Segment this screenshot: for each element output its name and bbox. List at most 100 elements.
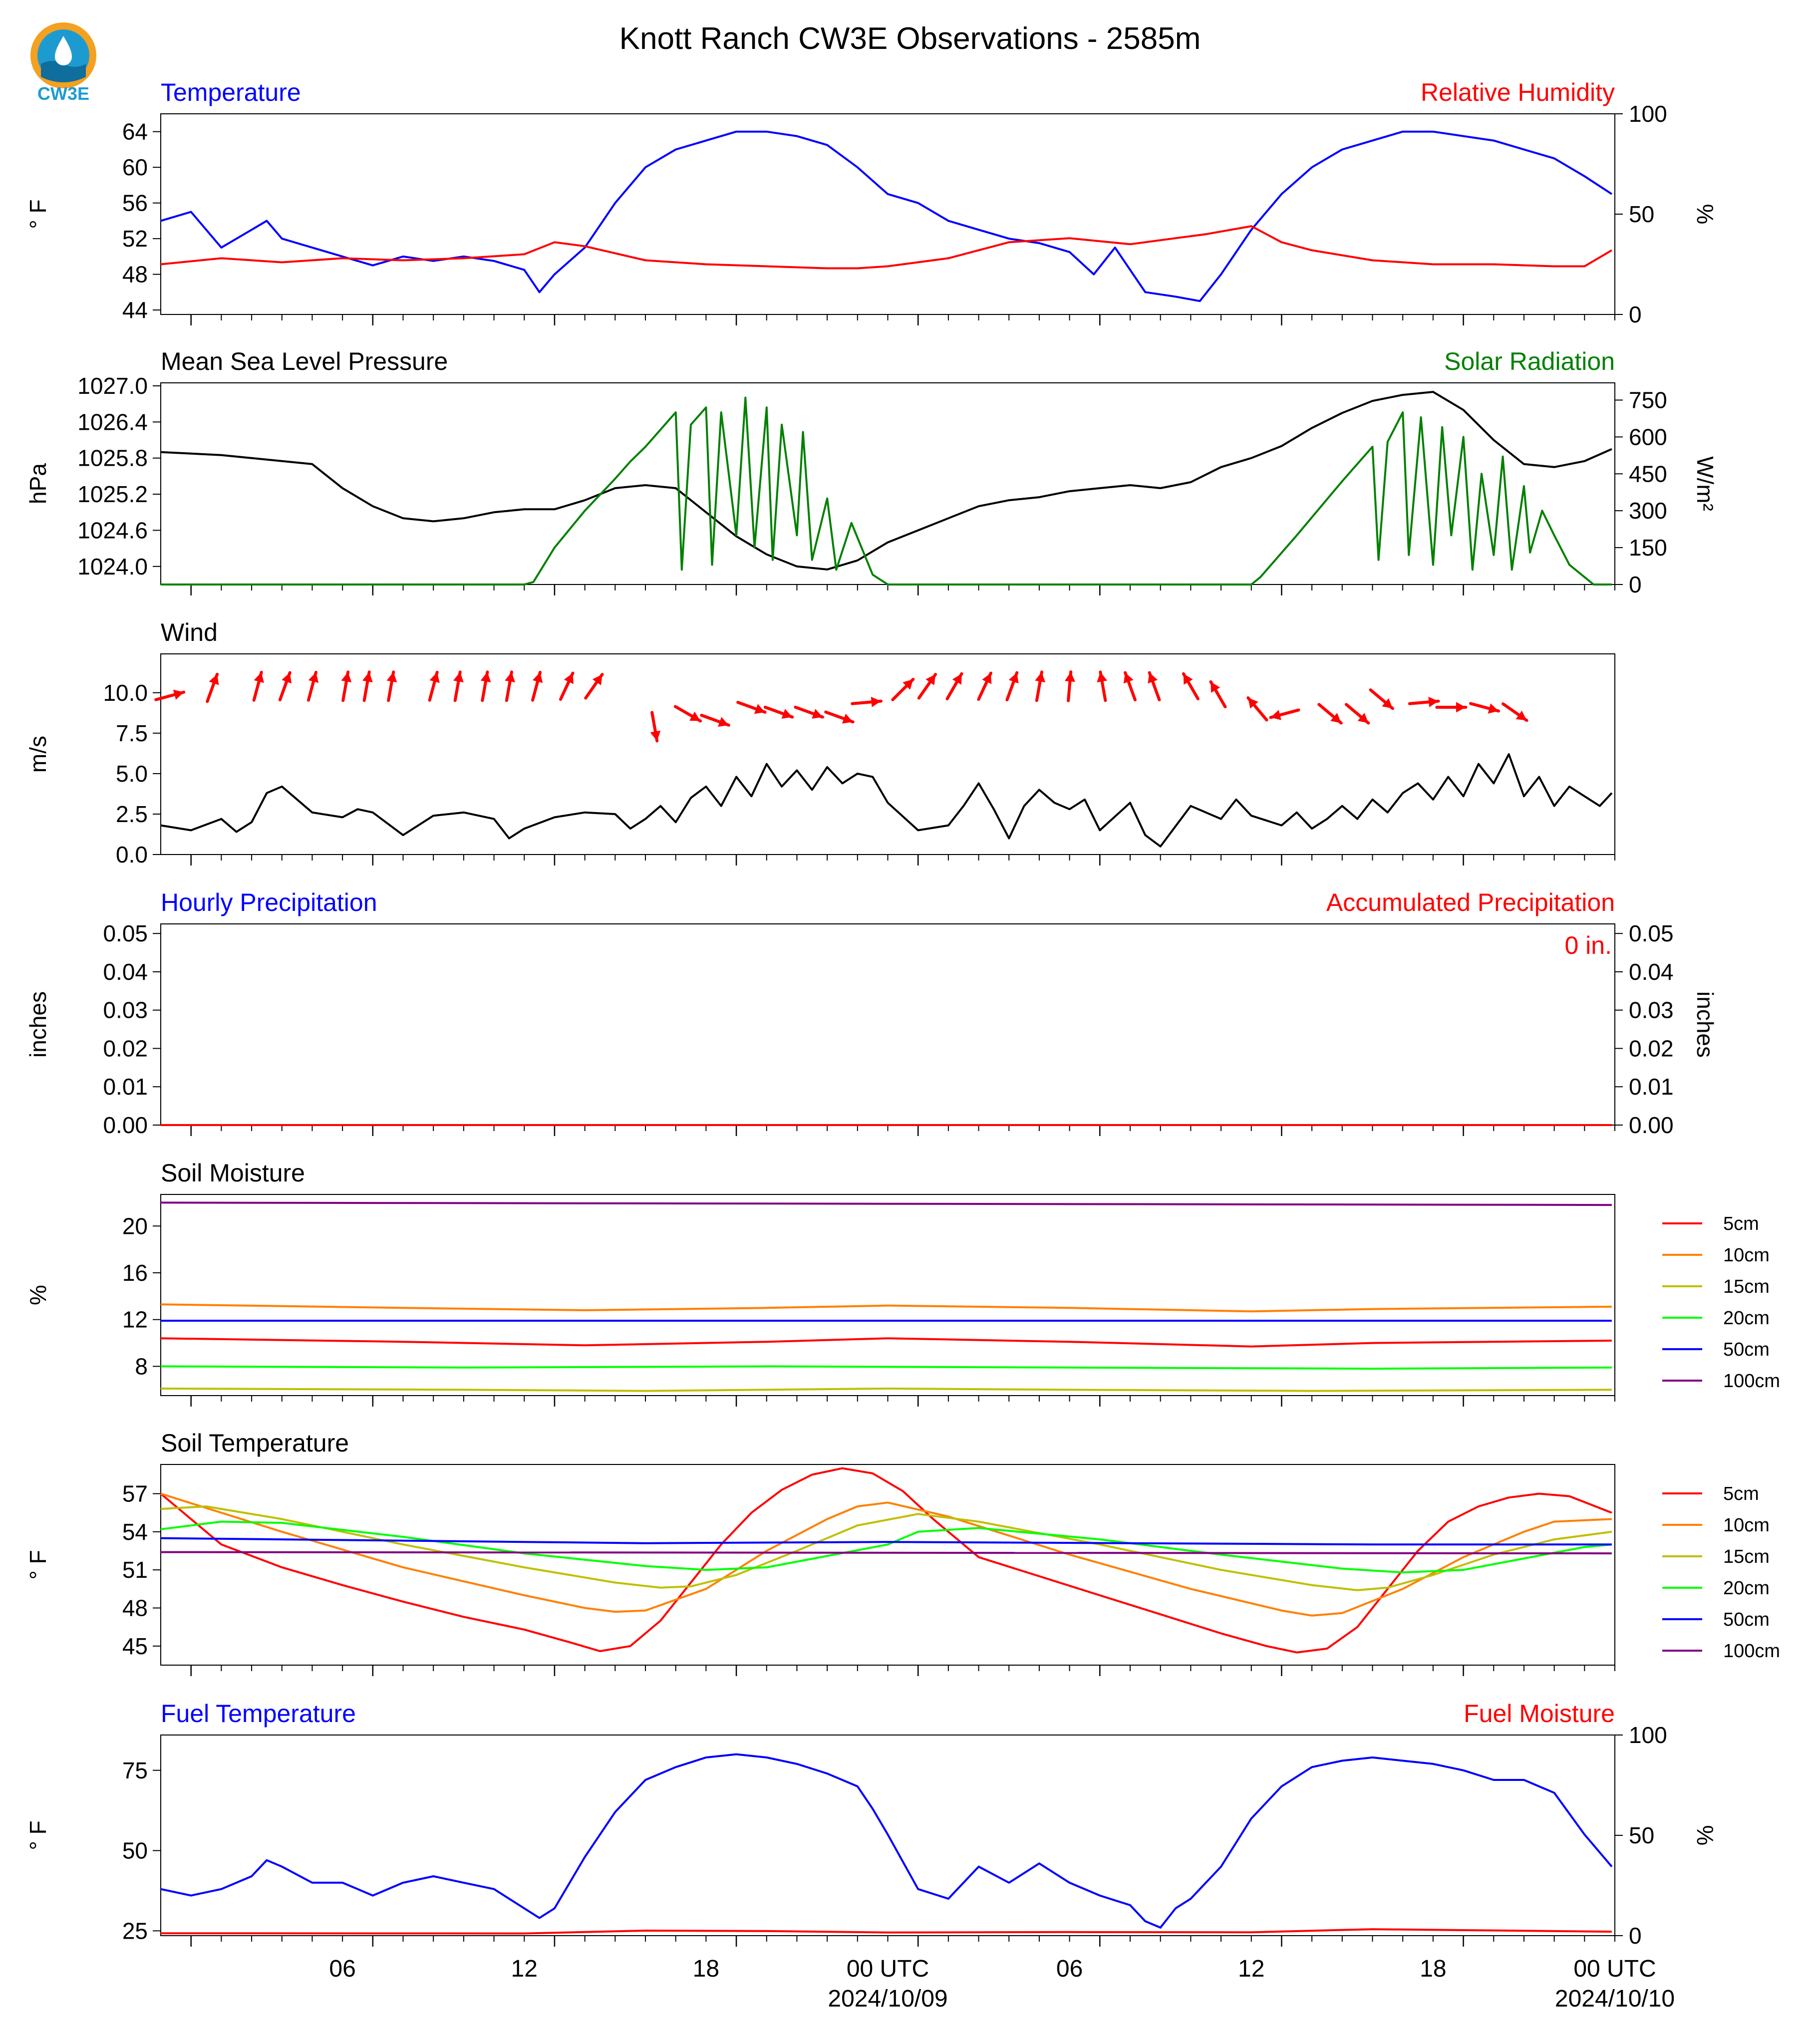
wind-arrow-head (173, 689, 184, 700)
y-tick-label-right: 150 (1629, 535, 1667, 561)
x-tick-label: 06 (329, 1956, 355, 1982)
y-tick-label-left: 60 (122, 154, 148, 180)
wind-arrow-head (982, 673, 992, 684)
panel-title-left: Wind (161, 618, 218, 646)
panel-temperature: Temperature Relative Humidity 44 48 52 56 60 64… (25, 78, 1718, 327)
y-tick-label-right: 0 (1629, 572, 1642, 597)
wind-arrow (1369, 688, 1394, 710)
wind-arrow (917, 673, 937, 700)
y-tick-label-left: 1025.2 (77, 481, 148, 507)
wind-arrow-head (754, 704, 765, 714)
y-tick-label-left: 8 (135, 1353, 148, 1379)
page-title: Knott Ranch CW3E Observations - 2585m (619, 21, 1201, 56)
x-tick-label: 00 UTC (847, 1956, 929, 1982)
y-tick-label-left: 0.00 (103, 1112, 148, 1138)
panel-pressure: Mean Sea Level Pressure Solar Radiation 10… (25, 347, 1718, 597)
y-tick-label-left: 64 (122, 119, 148, 145)
series-line-temperature (160, 130, 1612, 302)
wind-arrow (736, 701, 767, 714)
plot-frame (160, 923, 1615, 1126)
wind-arrow-head (564, 673, 574, 684)
wind-arrow-head (480, 672, 491, 683)
wind-arrow-head (718, 717, 729, 727)
y-axis-label-left: m/s (25, 736, 51, 773)
y-tick-label-left: 12 (122, 1307, 148, 1333)
wind-arrow-head (1123, 672, 1134, 684)
wind-arrow-head (1064, 671, 1075, 682)
legend: 5cm 10cm 15cm 20cm 50cm 100cm (1662, 1483, 1780, 1662)
series-line-10cm (160, 1303, 1612, 1313)
y-tick-label-left: 2.5 (116, 801, 148, 827)
x-tick-label: 18 (693, 1956, 719, 1982)
wind-arrow (1246, 696, 1268, 722)
wind-arrow-head (1428, 696, 1439, 707)
panel-title-left: Temperature (161, 78, 301, 106)
x-tick-label: 12 (511, 1956, 538, 1982)
y-tick-label-right: 450 (1629, 461, 1667, 487)
y-axis-label-left: ° F (25, 199, 51, 229)
series-line-50cm (160, 1537, 1612, 1546)
plot-frame (160, 1194, 1615, 1396)
series-line-10cm (160, 1492, 1612, 1617)
y-tick-label-left: 0.03 (103, 997, 148, 1023)
wind-arrow (453, 670, 464, 702)
wind-arrow-head (429, 672, 440, 683)
legend-label: 50cm (1723, 1339, 1770, 1360)
y-axis-label-left: % (25, 1285, 51, 1305)
wind-arrow (1182, 672, 1200, 700)
wind-arrow (306, 670, 319, 702)
legend-label: 10cm (1723, 1515, 1770, 1536)
plot-frame (160, 653, 1615, 855)
wind-arrow (531, 670, 543, 702)
y-tick-label-right: 0.02 (1629, 1035, 1674, 1061)
wind-arrow-head (308, 672, 319, 683)
wind-arrow-head (1097, 672, 1108, 683)
series-line-20cm (160, 1365, 1612, 1370)
wind-arrow (851, 696, 883, 707)
y-tick-label-right: 750 (1629, 387, 1667, 413)
series-line-100cm (160, 1551, 1612, 1555)
wind-arrow-head (1330, 713, 1341, 723)
panel-soil-temperature: Soil Temperature 45 48 51 54 57 ° F 5cm 10cm 15cm… (25, 1429, 1780, 1676)
y-tick-label-left: 48 (122, 262, 148, 288)
y-tick-label-left: 54 (122, 1519, 148, 1545)
y-axis-label-left: hPa (25, 463, 51, 504)
wind-arrow-head (505, 672, 515, 683)
wind-arrow-head (812, 709, 823, 719)
wind-arrow (278, 671, 292, 702)
y-tick-label-left: 0.05 (103, 920, 148, 946)
panel-title-left: Mean Sea Level Pressure (161, 347, 448, 375)
date-label: 2024/10/10 (1555, 1986, 1675, 2012)
logo-text: CW3E (37, 83, 89, 103)
series-line-mean-sea-level-pressure (160, 391, 1612, 571)
series-line-15cm (160, 1505, 1612, 1591)
cw3e-logo-icon: CW3E (30, 22, 96, 104)
y-tick-label-right: 0.05 (1629, 920, 1674, 946)
panel-title-right: Relative Humidity (1421, 78, 1615, 106)
wind-arrow (1501, 702, 1528, 722)
series-line-relative-humidity (160, 225, 1612, 270)
y-tick-label-left: 1024.0 (77, 554, 148, 579)
series-line-wind-speed (160, 753, 1613, 848)
wind-arrow-head (1488, 703, 1499, 714)
wind-arrow (1408, 696, 1440, 707)
wind-arrow (977, 671, 992, 701)
wind-arrow-head (254, 672, 264, 683)
panel-wind: Wind 0.0 2.5 5.0 7.5 10.0 m/s (25, 618, 1615, 868)
wind-arrow (480, 670, 491, 702)
wind-arrow-head (952, 673, 962, 685)
y-axis-label-right: inches (1692, 991, 1718, 1058)
y-tick-label-left: 0.04 (103, 959, 148, 985)
wind-arrow-head (842, 713, 853, 724)
y-tick-label-right: 300 (1629, 498, 1667, 524)
legend: 5cm 10cm 15cm 20cm 50cm 100cm (1662, 1213, 1780, 1392)
wind-arrow-head (362, 672, 373, 683)
legend-label: 5cm (1723, 1483, 1759, 1504)
y-tick-label-right: 0 (1629, 1923, 1642, 1949)
x-tick-label: 18 (1420, 1956, 1446, 1982)
wind-arrow-head (1456, 702, 1466, 713)
wind-arrow-head (1516, 710, 1527, 721)
wind-arrow-head (871, 696, 881, 707)
x-tick-label: 00 UTC (1573, 1956, 1656, 1982)
